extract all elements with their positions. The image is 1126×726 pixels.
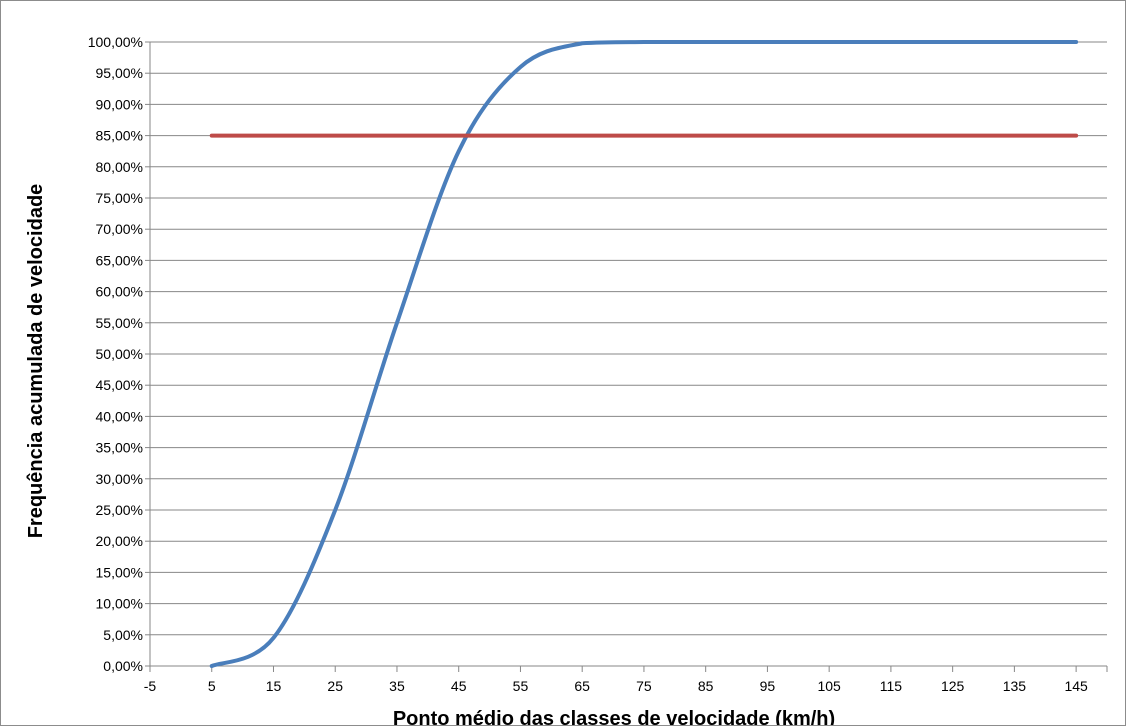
- x-axis-title: Ponto médio das classes de velocidade (k…: [393, 708, 835, 725]
- y-axis-title: Frequência acumulada de velocidade: [25, 184, 47, 539]
- x-tick-label: 115: [880, 678, 903, 694]
- y-tick-label: 50,00%: [96, 346, 143, 362]
- y-tick-label: 20,00%: [96, 533, 143, 549]
- x-tick-label: 35: [389, 678, 405, 694]
- x-tick-label: 15: [266, 678, 282, 694]
- x-tick-label: 5: [208, 678, 216, 694]
- y-tick-label: 95,00%: [96, 65, 143, 81]
- y-tick-label: 85,00%: [96, 128, 143, 144]
- x-tick-label: 85: [698, 678, 714, 694]
- x-tick-label: 125: [941, 678, 965, 694]
- x-tick-label: 55: [513, 678, 529, 694]
- y-tick-label: 45,00%: [96, 377, 143, 393]
- axes: [145, 41, 1108, 672]
- x-tick-label: -5: [144, 678, 157, 694]
- y-tick-label: 100,00%: [88, 34, 143, 50]
- x-tick-label: 95: [760, 678, 776, 694]
- y-tick-label: 5,00%: [103, 627, 143, 643]
- y-tick-label: 35,00%: [96, 440, 143, 456]
- y-tick-label: 80,00%: [96, 159, 143, 175]
- x-tick-label: 145: [1064, 678, 1088, 694]
- y-tick-label: 25,00%: [96, 502, 143, 518]
- x-tick-label: 135: [1003, 678, 1027, 694]
- y-tick-label: 75,00%: [96, 190, 143, 206]
- x-tick-label: 45: [451, 678, 467, 694]
- y-tick-label: 55,00%: [96, 315, 143, 331]
- y-tick-label: 15,00%: [96, 564, 143, 580]
- y-tick-label: 65,00%: [96, 252, 143, 268]
- y-tick-label: 10,00%: [96, 596, 143, 612]
- y-tick-labels: 0,00% 5,00% 10,00% 15,00% 20,00% 25,00% 30,00%…: [88, 34, 143, 674]
- y-tick-label: 90,00%: [96, 96, 143, 112]
- x-tick-labels: -5 5 15 25 35 45 55 65 75 85 95 105 115 125 135 145: [144, 678, 1088, 694]
- x-tick-label: 25: [327, 678, 343, 694]
- x-tick-label: 75: [636, 678, 652, 694]
- x-tick-label: 105: [817, 678, 841, 694]
- series-lines: [209, 40, 1079, 668]
- y-tick-label: 60,00%: [96, 284, 143, 300]
- x-tick-label: 65: [574, 678, 590, 694]
- y-tick-label: 0,00%: [103, 658, 143, 674]
- y-tick-label: 30,00%: [96, 471, 143, 487]
- y-tick-label: 70,00%: [96, 221, 143, 237]
- y-tick-label: 40,00%: [96, 408, 143, 424]
- series-line-1: [209, 40, 1079, 668]
